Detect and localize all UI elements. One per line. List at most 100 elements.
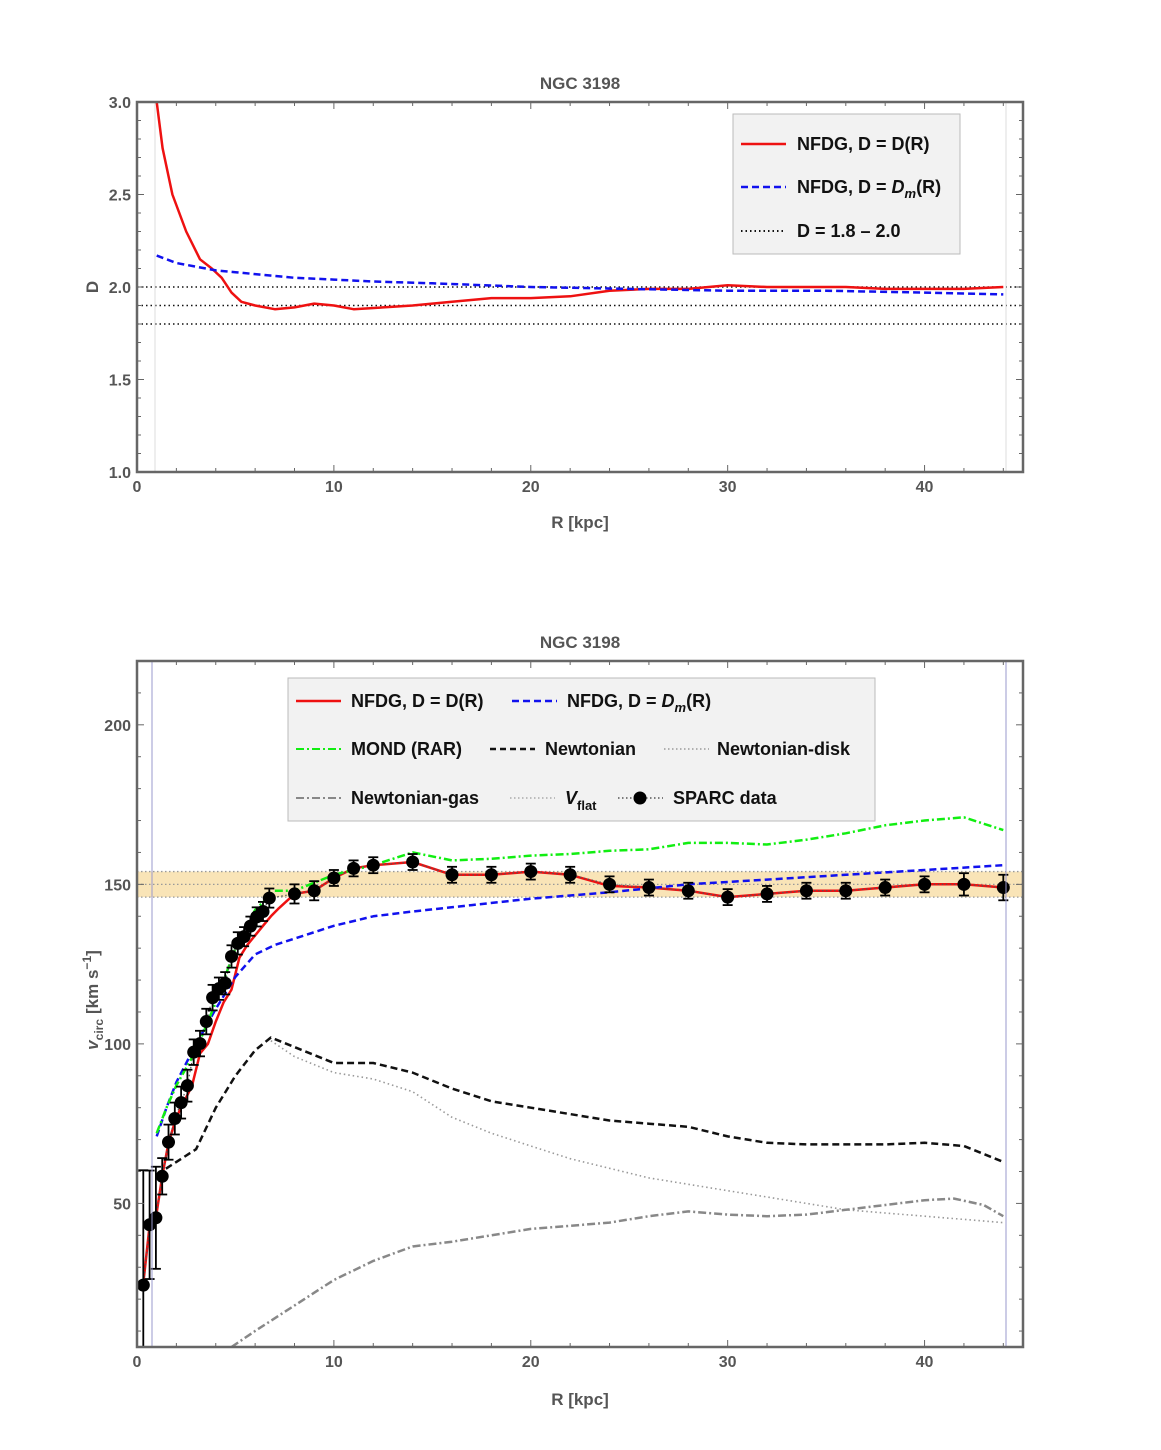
sparc-point [168,1112,182,1126]
sparc-point [721,890,735,904]
sparc-point [563,868,577,882]
sparc-point [307,884,321,898]
sparc-point [243,919,257,933]
legend2-label-vflat: Vflat [565,788,597,813]
sparc-point [155,1169,169,1183]
bottom-y-axis-label: vcirc[km s−1] [80,950,106,1050]
bottom-series-mond-rar- [155,816,1004,1134]
bottom-y-tick-label: 50 [113,1196,131,1213]
sparc-point [225,949,239,963]
bottom-y-tick-labels: 50 100 150 200 [104,718,131,1214]
bottom-series-nfdg-d-d-r- [142,860,1004,1284]
bottom-series-newtonian-disk [270,1040,1004,1224]
bottom-x-tick-label: 10 [325,1354,343,1371]
bottom-chart-title: NGC 3198 [540,633,620,652]
top-y-tick-labels: 1.0 1.5 2.0 2.5 3.0 [109,95,131,482]
bottom-x-tick-label: 0 [133,1354,142,1371]
legend2-swatch-sparc-marker [633,791,647,805]
top-y-tick-label: 1.0 [109,465,131,482]
top-series-nfdg-d-dm-r- [156,254,1004,296]
bottom-series-nfdg-d-dm-r- [155,863,1004,1137]
sparc-point [878,881,892,895]
top-y-tick-label: 2.0 [109,280,131,297]
d-profile-panel: NGC 3198 0 10 20 30 40 1.0 1.5 2.0 2.5 3.0 R [kp… [83,74,1025,532]
bottom-y-tick-label: 100 [104,1037,131,1054]
sparc-point [957,877,971,891]
sparc-point [162,1135,176,1149]
sparc-point [603,877,617,891]
sparc-point [199,1015,213,1029]
sparc-point [524,865,538,879]
bottom-x-tick-label: 30 [719,1354,737,1371]
sparc-point [237,930,251,944]
top-y-tick-label: 1.5 [109,373,131,390]
bottom-ticks [136,660,1023,1347]
sparc-point [193,1037,207,1051]
sparc-data-points [137,853,1010,1347]
sparc-point [839,884,853,898]
sparc-connector [142,861,1004,1286]
top-y-tick-label: 3.0 [109,95,131,112]
top-x-tick-labels: 0 10 20 30 40 [133,479,934,496]
sparc-point [327,871,341,885]
bottom-series-newtonian-gas [230,1197,1004,1347]
bottom-plot-frame [135,659,1025,1349]
top-x-tick-label: 40 [916,479,934,496]
sparc-point [642,881,656,895]
sparc-point [347,861,361,875]
bottom-x-tick-label: 20 [522,1354,540,1371]
legend-label-nfdg-dm: NFDG, D = Dm(R) [797,177,941,201]
rotation-curve-panel: NGC 3198 0 10 20 30 40 50 100 150 200 R [kpc] v… [80,633,1025,1409]
sparc-point [288,887,302,901]
sparc-point [681,884,695,898]
sparc-point [799,884,813,898]
legend2-label-nfdg-d: NFDG, D = D(R) [351,691,484,711]
bottom-y-tick-label: 150 [104,877,131,894]
sparc-point [149,1211,163,1225]
sparc-point [137,1278,150,1292]
top-legend-box [732,113,961,255]
bottom-x-tick-label: 40 [916,1354,934,1371]
bottom-legend-box [287,677,876,822]
legend2-label-sparc: SPARC data [673,788,778,808]
sparc-point [218,976,232,990]
bottom-legend: NFDG, D = D(R) NFDG, D = Dm(R) MOND (RAR… [287,677,876,822]
vflat-band [137,870,1023,898]
legend-label-d-range: D = 1.8 – 2.0 [797,221,901,241]
sparc-point [262,891,276,905]
top-chart-title: NGC 3198 [540,74,620,93]
top-y-tick-label: 2.5 [109,188,131,205]
legend2-label-nfdg-dm: NFDG, D = Dm(R) [567,691,711,715]
legend2-label-newtonian-disk: Newtonian-disk [717,739,851,759]
sparc-point [180,1079,194,1093]
sparc-point [996,881,1010,895]
top-ticks [136,101,1023,473]
top-x-tick-label: 30 [719,479,737,496]
top-series-nfdg-d-d-r- [155,102,1004,311]
top-x-tick-label: 0 [133,479,142,496]
top-x-tick-label: 10 [325,479,343,496]
bottom-x-tick-labels: 0 10 20 30 40 [133,1354,934,1371]
top-series-layer [155,102,1004,311]
legend-label-nfdg-d: NFDG, D = D(R) [797,134,930,154]
top-y-axis-label: D [83,281,102,293]
bottom-series-newtonian [156,1036,1004,1176]
top-legend: NFDG, D = D(R) NFDG, D = Dm(R) D = 1.8 –… [732,113,961,255]
sparc-point [484,868,498,882]
legend2-label-newtonian: Newtonian [545,739,636,759]
sparc-point [445,868,459,882]
top-x-tick-label: 20 [522,479,540,496]
d-range-lines [137,286,1023,325]
sparc-point [406,855,420,869]
top-x-axis-label: R [kpc] [551,513,609,532]
sparc-point [918,877,932,891]
bottom-x-axis-label: R [kpc] [551,1390,609,1409]
sparc-point [174,1096,188,1110]
sparc-point [366,858,380,872]
vflat-band-fill [137,871,1023,898]
sparc-point [760,887,774,901]
legend2-label-newtonian-gas: Newtonian-gas [351,788,479,808]
bottom-y-tick-label: 200 [104,718,131,735]
legend2-label-mond: MOND (RAR) [351,739,462,759]
